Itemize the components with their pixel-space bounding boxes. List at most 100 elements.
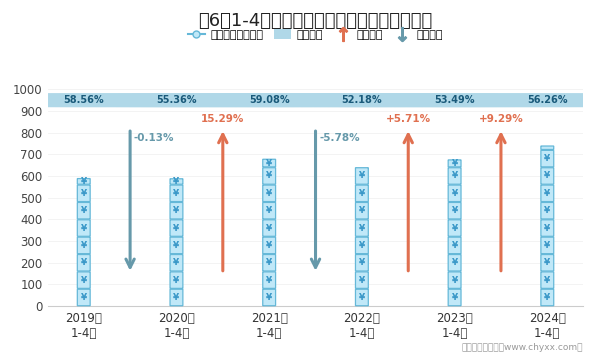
Text: ¥: ¥ xyxy=(174,293,180,302)
Text: ¥: ¥ xyxy=(266,293,272,302)
FancyBboxPatch shape xyxy=(541,272,554,288)
Text: ¥: ¥ xyxy=(174,224,180,232)
Text: ¥: ¥ xyxy=(359,276,365,284)
Text: 56.26%: 56.26% xyxy=(527,95,567,105)
Text: ¥: ¥ xyxy=(451,159,457,168)
Text: ¥: ¥ xyxy=(174,258,180,267)
Text: ¥: ¥ xyxy=(545,241,551,250)
Text: ¥: ¥ xyxy=(359,293,365,302)
FancyBboxPatch shape xyxy=(448,255,461,271)
Text: ¥: ¥ xyxy=(266,241,272,250)
Text: +5.71%: +5.71% xyxy=(386,114,431,124)
Text: ¥: ¥ xyxy=(359,172,365,180)
FancyBboxPatch shape xyxy=(170,203,183,219)
FancyBboxPatch shape xyxy=(541,168,554,184)
Text: 制图：智研咨询（www.chyxx.com）: 制图：智研咨询（www.chyxx.com） xyxy=(462,344,583,352)
FancyBboxPatch shape xyxy=(355,220,368,236)
FancyBboxPatch shape xyxy=(263,220,276,236)
FancyBboxPatch shape xyxy=(78,185,90,201)
FancyBboxPatch shape xyxy=(541,150,554,167)
Text: ¥: ¥ xyxy=(359,189,365,198)
Text: ¥: ¥ xyxy=(266,224,272,232)
Text: 52.18%: 52.18% xyxy=(341,95,382,105)
Text: ¥: ¥ xyxy=(359,241,365,250)
FancyBboxPatch shape xyxy=(263,168,276,184)
Text: ¥: ¥ xyxy=(266,276,272,284)
Text: ¥: ¥ xyxy=(266,206,272,215)
Text: ¥: ¥ xyxy=(81,276,87,284)
FancyBboxPatch shape xyxy=(355,272,368,288)
FancyBboxPatch shape xyxy=(541,185,554,201)
FancyBboxPatch shape xyxy=(263,159,276,167)
Text: ¥: ¥ xyxy=(81,189,87,198)
Text: ¥: ¥ xyxy=(451,276,457,284)
Title: 近6年1-4月安徽省累计原保险保费收入统计图: 近6年1-4月安徽省累计原保险保费收入统计图 xyxy=(198,11,433,30)
Text: 58.56%: 58.56% xyxy=(64,95,104,105)
FancyBboxPatch shape xyxy=(78,289,90,306)
Text: +9.29%: +9.29% xyxy=(478,114,523,124)
FancyBboxPatch shape xyxy=(318,93,601,107)
Text: ¥: ¥ xyxy=(81,177,87,186)
FancyBboxPatch shape xyxy=(263,289,276,306)
FancyBboxPatch shape xyxy=(170,272,183,288)
Text: ¥: ¥ xyxy=(266,189,272,198)
Text: ¥: ¥ xyxy=(545,224,551,232)
Text: 53.49%: 53.49% xyxy=(435,95,475,105)
Text: 59.08%: 59.08% xyxy=(249,95,290,105)
Text: ¥: ¥ xyxy=(451,293,457,302)
Text: ¥: ¥ xyxy=(174,276,180,284)
FancyBboxPatch shape xyxy=(78,179,90,184)
Text: ¥: ¥ xyxy=(81,241,87,250)
FancyBboxPatch shape xyxy=(355,185,368,201)
FancyBboxPatch shape xyxy=(541,237,554,254)
FancyBboxPatch shape xyxy=(355,255,368,271)
FancyBboxPatch shape xyxy=(263,185,276,201)
Text: ¥: ¥ xyxy=(359,258,365,267)
Text: ¥: ¥ xyxy=(266,172,272,180)
FancyBboxPatch shape xyxy=(448,160,461,167)
FancyBboxPatch shape xyxy=(541,255,554,271)
Text: ¥: ¥ xyxy=(545,172,551,180)
FancyBboxPatch shape xyxy=(263,272,276,288)
FancyBboxPatch shape xyxy=(263,255,276,271)
FancyBboxPatch shape xyxy=(78,237,90,254)
Text: ¥: ¥ xyxy=(81,206,87,215)
FancyBboxPatch shape xyxy=(0,93,406,107)
Text: ¥: ¥ xyxy=(81,258,87,267)
Text: ¥: ¥ xyxy=(359,206,365,215)
FancyBboxPatch shape xyxy=(355,289,368,306)
FancyBboxPatch shape xyxy=(78,203,90,219)
FancyBboxPatch shape xyxy=(170,237,183,254)
FancyBboxPatch shape xyxy=(541,289,554,306)
FancyBboxPatch shape xyxy=(355,168,368,184)
FancyBboxPatch shape xyxy=(170,255,183,271)
Text: ¥: ¥ xyxy=(174,241,180,250)
FancyBboxPatch shape xyxy=(170,220,183,236)
FancyBboxPatch shape xyxy=(132,93,591,107)
FancyBboxPatch shape xyxy=(448,237,461,254)
FancyBboxPatch shape xyxy=(448,203,461,219)
Text: ¥: ¥ xyxy=(545,258,551,267)
Text: ¥: ¥ xyxy=(451,241,457,250)
FancyBboxPatch shape xyxy=(541,203,554,219)
Text: ¥: ¥ xyxy=(359,224,365,232)
FancyBboxPatch shape xyxy=(225,93,601,107)
Text: ¥: ¥ xyxy=(451,172,457,180)
FancyBboxPatch shape xyxy=(355,203,368,219)
Text: ¥: ¥ xyxy=(81,224,87,232)
Text: ¥: ¥ xyxy=(174,189,180,198)
Text: ¥: ¥ xyxy=(451,189,457,198)
FancyBboxPatch shape xyxy=(78,272,90,288)
FancyBboxPatch shape xyxy=(0,93,313,107)
Text: ¥: ¥ xyxy=(266,258,272,267)
FancyBboxPatch shape xyxy=(448,272,461,288)
FancyBboxPatch shape xyxy=(170,185,183,201)
FancyBboxPatch shape xyxy=(263,203,276,219)
Text: 15.29%: 15.29% xyxy=(201,114,245,124)
FancyBboxPatch shape xyxy=(541,146,554,150)
FancyBboxPatch shape xyxy=(170,289,183,306)
Text: ¥: ¥ xyxy=(545,189,551,198)
FancyBboxPatch shape xyxy=(355,237,368,254)
FancyBboxPatch shape xyxy=(448,185,461,201)
Text: ¥: ¥ xyxy=(81,293,87,302)
